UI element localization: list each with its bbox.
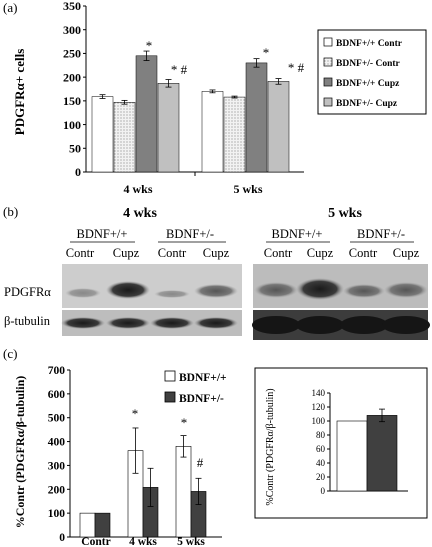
y-tick-label: 0 — [59, 532, 65, 544]
y-tick-label: 700 — [48, 365, 66, 377]
y-tick-label: 350 — [63, 0, 81, 13]
blot-genotype: BDNF+/+ — [272, 227, 323, 241]
legend-label: BDNF+/+ Cupz — [336, 79, 400, 89]
annotation-star: * — [146, 38, 153, 53]
panel-c-y-ticks: 0 100 200 300 400 500 600 700 — [48, 365, 70, 544]
bar — [336, 420, 368, 492]
legend-swatch-1 — [164, 370, 176, 382]
blot-genotype: BDNF+/- — [166, 227, 214, 241]
y-tick-label: 80 — [316, 430, 326, 440]
panel-c-label: (c) — [3, 346, 17, 361]
y-tick-label: 140 — [312, 388, 326, 398]
bar — [245, 62, 268, 173]
inset-y-ticks: 0 20 40 60 80 100 120 140 — [312, 388, 330, 496]
bar — [79, 512, 96, 538]
legend-label: BDNF+/- Contr — [336, 59, 401, 69]
bar — [175, 446, 192, 538]
panel-c-legend: BDNF+/+ BDNF+/- — [164, 370, 227, 405]
bar — [157, 83, 180, 173]
legend-swatch-3 — [323, 77, 333, 87]
legend-swatch-2 — [164, 391, 176, 403]
panel-a-bars — [91, 50, 290, 173]
panel-a-y-ticks: 0 50 100 150 200 250 300 350 — [63, 0, 86, 179]
y-tick-label: 50 — [69, 141, 81, 155]
legend-label: BDNF+/- — [179, 393, 224, 405]
legend-label: BDNF+/- Cupz — [336, 99, 398, 109]
annotation-hash: # — [197, 455, 204, 470]
bar — [267, 81, 290, 173]
annotation-star-hash: * # — [171, 62, 188, 77]
bar — [94, 512, 111, 538]
y-tick-label: 150 — [63, 94, 81, 108]
y-tick-label: 40 — [316, 458, 326, 468]
blot-image-4wks — [61, 264, 242, 336]
annotation-star: * — [132, 406, 139, 421]
annotation-star-hash: * # — [288, 60, 305, 75]
blot-genotype: BDNF+/- — [357, 227, 405, 241]
y-tick-label: 120 — [312, 402, 326, 412]
blot-condition: Contr — [264, 246, 293, 260]
panel-c-xtick: 5 wks — [177, 536, 205, 547]
panel-c-inset: %Contr (PDGFRα/β-tubulin) 0 20 40 60 80 100 12… — [254, 367, 428, 519]
panel-a-label: (a) — [3, 0, 17, 15]
inset-ylabel: %Contr (PDGFRα/β-tubulin) — [265, 388, 276, 505]
legend-label: BDNF+/+ — [179, 372, 227, 384]
bar — [201, 91, 224, 173]
legend-swatch-2 — [323, 57, 333, 67]
legend-swatch-4 — [323, 97, 333, 107]
bar — [223, 96, 246, 173]
legend-swatch-1 — [323, 37, 333, 47]
y-tick-label: 600 — [48, 389, 66, 401]
blot-row-label-pdgfra: PDGFRα — [4, 285, 51, 299]
y-tick-label: 60 — [316, 444, 326, 454]
y-tick-label: 200 — [63, 70, 81, 84]
panel-a-legend: BDNF+/+ Contr BDNF+/- Contr BDNF+/+ Cupz… — [317, 29, 427, 115]
y-tick-label: 100 — [48, 508, 66, 520]
bar — [135, 55, 158, 173]
blot-condition: Contr — [158, 246, 187, 260]
legend-label: BDNF+/+ Contr — [336, 39, 403, 49]
y-tick-label: 0 — [321, 486, 326, 496]
blot-genotype: BDNF+/+ — [77, 227, 128, 241]
panel-c-ylabel: %Contr (PDGFRα/β-tubulin) — [13, 376, 27, 528]
y-tick-label: 250 — [63, 47, 81, 61]
y-tick-label: 20 — [316, 472, 326, 482]
annotation-star: * — [181, 415, 188, 430]
inset-bars — [336, 408, 398, 492]
blot-image-5wks — [252, 264, 430, 340]
y-tick-label: 200 — [48, 484, 66, 496]
y-tick-label: 300 — [63, 23, 81, 37]
blot-group-5wks: 5 wks — [328, 206, 362, 221]
y-tick-label: 500 — [48, 413, 66, 425]
blot-row-label-tubulin: β-tubulin — [4, 314, 51, 328]
blot-condition: Cupz — [203, 246, 230, 260]
y-tick-label: 400 — [48, 437, 66, 449]
y-tick-label: 300 — [48, 460, 66, 472]
blot-condition: Cupz — [393, 246, 420, 260]
panel-b-label: (b) — [3, 204, 18, 219]
panel-c-xtick: Contr — [81, 536, 110, 547]
panel-c-bars — [79, 427, 207, 538]
bar — [91, 96, 114, 173]
panel-a-xtick-5wks: 5 wks — [233, 182, 262, 196]
y-tick-label: 100 — [312, 416, 326, 426]
blot-condition: Contr — [349, 246, 378, 260]
y-tick-label: 100 — [63, 118, 81, 132]
annotation-star: * — [263, 45, 270, 60]
panel-c-xtick: 4 wks — [129, 536, 157, 547]
bar — [366, 415, 398, 492]
blot-condition: Contr — [66, 246, 95, 260]
blot-condition: Cupz — [113, 246, 140, 260]
blot-condition: Cupz — [307, 246, 334, 260]
bar — [113, 102, 136, 173]
panel-a-xtick-4wks: 4 wks — [123, 182, 152, 196]
blot-group-4wks: 4 wks — [123, 206, 157, 221]
y-tick-label: 0 — [75, 165, 81, 179]
panel-a-ylabel: PDGFRα+ cells — [12, 49, 27, 136]
